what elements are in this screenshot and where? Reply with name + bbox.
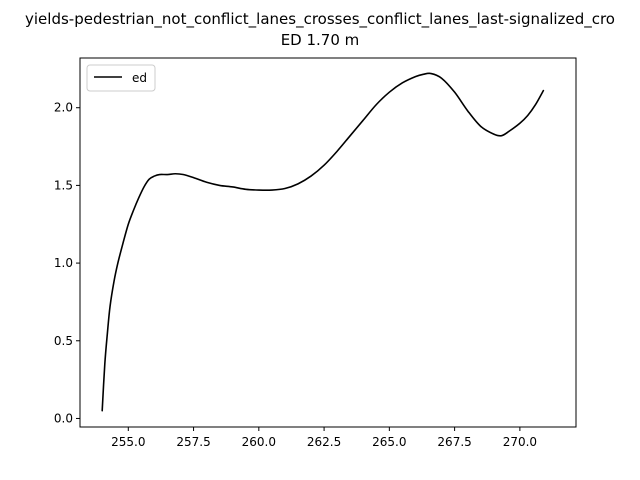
- legend: ed: [86, 64, 156, 92]
- y-axis: 0.0 0.5 1.0 1.5 2.0: [54, 101, 80, 425]
- x-tick-label: 265.0: [372, 435, 406, 449]
- x-tick-label: 262.5: [307, 435, 341, 449]
- y-tick-label: 1.5: [54, 178, 73, 192]
- x-tick-label: 260.0: [242, 435, 276, 449]
- plot-frame: [79, 57, 577, 428]
- y-tick-label: 1.0: [54, 256, 73, 270]
- chart-title-line-1: yields-pedestrian_not_conflict_lanes_cro…: [25, 10, 615, 29]
- chart-title-line-2: ED 1.70 m: [281, 31, 360, 49]
- x-tick-label: 255.0: [111, 435, 145, 449]
- legend-box: [86, 64, 156, 92]
- y-tick-label: 0.0: [54, 411, 73, 425]
- x-tick-label: 257.5: [176, 435, 210, 449]
- x-tick-label: 267.5: [437, 435, 471, 449]
- y-tick-label: 2.0: [54, 101, 73, 115]
- legend-label-ed: ed: [132, 71, 147, 85]
- x-axis: 255.0 257.5 260.0 262.5 265.0 267.5 270.0: [111, 427, 537, 449]
- y-tick-label: 0.5: [54, 334, 73, 348]
- x-tick-label: 270.0: [503, 435, 537, 449]
- series-line-ed: [101, 72, 545, 412]
